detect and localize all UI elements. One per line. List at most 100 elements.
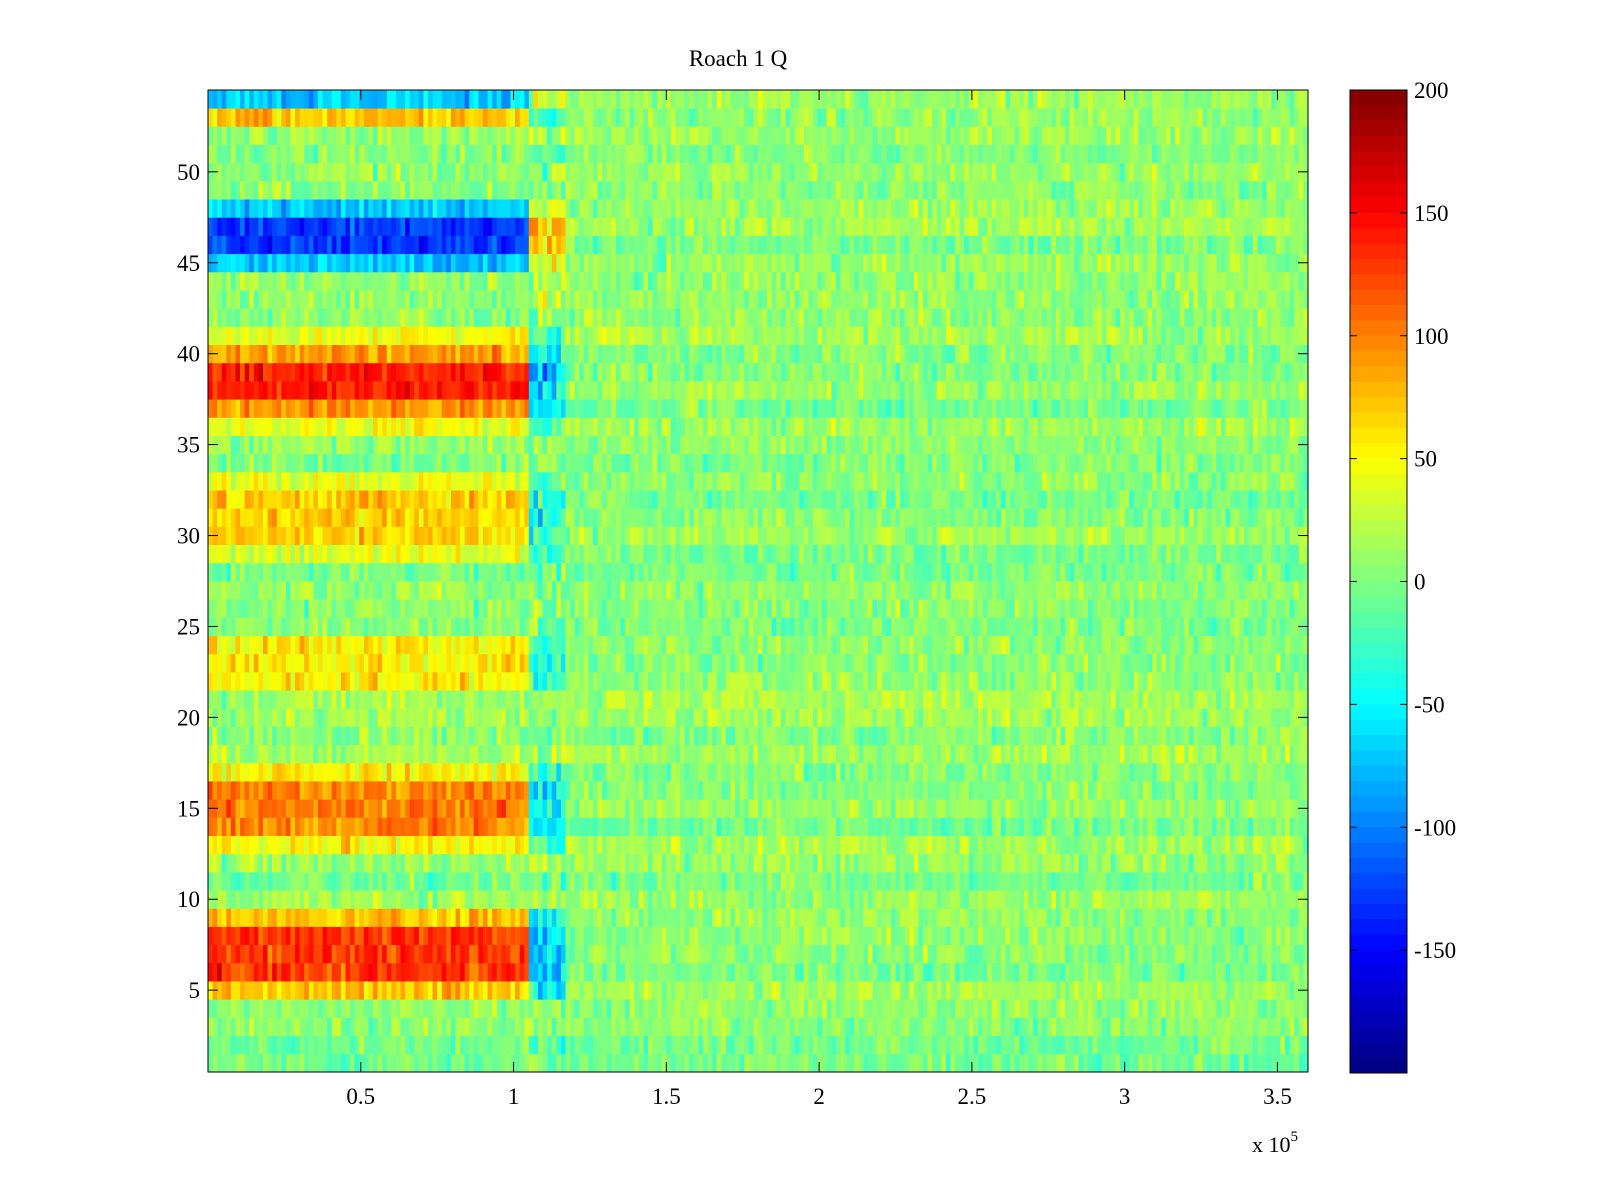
heatmap-cell — [597, 1017, 603, 1037]
heatmap-cell — [313, 781, 319, 800]
heatmap-cell — [1101, 1017, 1107, 1037]
heatmap-cell — [1065, 762, 1071, 782]
heatmap-cell — [648, 1017, 654, 1037]
heatmap-cell — [666, 690, 672, 709]
heatmap-cell — [1285, 962, 1291, 982]
heatmap-cell — [533, 908, 539, 927]
heatmap-cell — [272, 708, 278, 727]
heatmap-cell — [680, 781, 686, 800]
heatmap-cell — [350, 690, 356, 709]
heatmap-cell — [890, 744, 897, 764]
heatmap-cell — [959, 926, 965, 946]
heatmap-cell — [382, 1017, 388, 1037]
heatmap-cell — [1152, 962, 1158, 982]
heatmap-cell — [395, 871, 402, 891]
heatmap-cell — [803, 817, 810, 836]
heatmap-cell — [1170, 726, 1176, 746]
heatmap-cell — [863, 999, 869, 1018]
heatmap-cell — [955, 962, 961, 982]
heatmap-cell — [684, 835, 690, 855]
heatmap-cell — [799, 817, 805, 836]
heatmap-cell — [767, 1035, 773, 1055]
heatmap-cell — [923, 981, 929, 1000]
heatmap-cell — [593, 762, 599, 782]
heatmap-cell — [368, 708, 374, 727]
heatmap-cell — [501, 944, 507, 964]
heatmap-cell — [959, 981, 965, 1000]
heatmap-cell — [235, 981, 241, 1000]
heatmap-cell — [689, 999, 695, 1018]
heatmap-cell — [840, 908, 846, 927]
heatmap-cell — [927, 762, 933, 782]
heatmap-cell — [712, 708, 718, 727]
heatmap-cell — [822, 762, 828, 782]
heatmap-cell — [253, 762, 260, 782]
heatmap-cell — [1152, 1053, 1158, 1073]
heatmap-cell — [373, 853, 379, 873]
heatmap-cell — [1147, 890, 1153, 909]
heatmap-cell — [1170, 926, 1176, 946]
heatmap-cell — [1005, 708, 1011, 727]
heatmap-cell — [212, 908, 218, 927]
heatmap-cell — [240, 853, 246, 873]
heatmap-cell — [955, 708, 961, 727]
heatmap-cell — [762, 908, 768, 927]
heatmap-cell — [290, 762, 296, 782]
heatmap-cell — [657, 871, 663, 891]
heatmap-cell — [991, 1035, 997, 1055]
heatmap-cell — [290, 1035, 296, 1055]
heatmap-cell — [473, 744, 480, 764]
heatmap-cell — [849, 890, 855, 909]
heatmap-cell — [1294, 726, 1300, 746]
heatmap-cell — [460, 708, 466, 727]
heatmap-cell — [973, 999, 979, 1018]
heatmap-cell — [923, 1035, 929, 1055]
heatmap-cell — [336, 999, 342, 1018]
heatmap-cell — [505, 1017, 512, 1037]
heatmap-cell — [1092, 908, 1098, 927]
heatmap-cell — [299, 999, 305, 1018]
heatmap-cell — [258, 690, 264, 709]
heatmap-cell — [1069, 853, 1075, 873]
heatmap-cell — [409, 890, 415, 909]
heatmap-cell — [304, 871, 310, 891]
heatmap-cell — [1037, 690, 1043, 709]
heatmap-cell — [327, 871, 333, 891]
heatmap-cell — [253, 835, 260, 855]
heatmap-cell — [1078, 871, 1085, 891]
heatmap-cell — [1046, 1053, 1052, 1073]
heatmap-cell — [803, 690, 810, 709]
heatmap-cell — [923, 726, 929, 746]
heatmap-cell — [212, 835, 218, 855]
heatmap-cell — [217, 999, 223, 1018]
heatmap-cell — [900, 781, 906, 800]
heatmap-cell — [556, 835, 562, 855]
heatmap-cell — [1078, 926, 1085, 946]
heatmap-cell — [680, 817, 686, 836]
heatmap-cell — [776, 926, 782, 946]
heatmap-cell — [863, 799, 869, 818]
heatmap-cell — [868, 1053, 874, 1073]
heatmap-cell — [533, 817, 539, 836]
heatmap-cell — [1275, 926, 1282, 946]
heatmap-cell — [712, 871, 718, 891]
heatmap-cell — [1074, 762, 1080, 782]
heatmap-cell — [877, 908, 883, 927]
heatmap-cell — [363, 744, 370, 764]
heatmap-cell — [579, 762, 585, 782]
heatmap-cell — [524, 908, 530, 927]
heatmap-cell — [877, 853, 883, 873]
heatmap-cell — [955, 926, 961, 946]
heatmap-cell — [1193, 871, 1199, 891]
heatmap-cell — [1083, 944, 1089, 964]
heatmap-cell — [1106, 762, 1112, 782]
heatmap-cell — [643, 1017, 649, 1037]
heatmap-cell — [208, 926, 214, 946]
heatmap-cell — [423, 926, 429, 946]
heatmap-cell — [762, 962, 768, 982]
heatmap-cell — [808, 853, 814, 873]
heatmap-cell — [1120, 908, 1126, 927]
heatmap-cell — [1161, 835, 1167, 855]
heatmap-cell — [849, 908, 855, 927]
heatmap-cell — [1239, 871, 1245, 891]
